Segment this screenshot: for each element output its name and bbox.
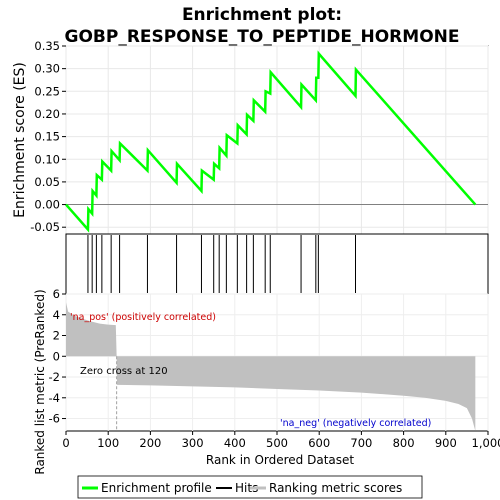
x-tick-label: 0 bbox=[62, 436, 69, 450]
x-tick-label: 300 bbox=[182, 436, 204, 450]
es-y-axis: -0.05 0.00 0.05 0.10 0.15 0.20 0.25 0.30 0.35 bbox=[30, 39, 66, 234]
x-tick-label: 800 bbox=[393, 436, 415, 450]
metric-y-axis: -6 -4 -2 0 2 4 6 bbox=[49, 287, 66, 426]
x-tick-label: 200 bbox=[139, 436, 161, 450]
x-tick-label: 600 bbox=[308, 436, 330, 450]
x-tick-label: 400 bbox=[224, 436, 246, 450]
x-axis: 0 100 200 300 400 500 600 700 800 900 1,000 bbox=[62, 431, 500, 450]
es-tick-label: -0.05 bbox=[30, 220, 60, 234]
es-tick-label: 0.35 bbox=[34, 39, 60, 53]
es-tick-label: 0.30 bbox=[34, 62, 60, 76]
es-tick-label: 0.05 bbox=[34, 175, 60, 189]
x-tick-label: 900 bbox=[435, 436, 457, 450]
x-tick-label: 500 bbox=[266, 436, 288, 450]
hits-panel bbox=[65, 233, 489, 295]
metric-tick-label: -4 bbox=[49, 391, 60, 405]
metric-y-axis-label: Ranked list metric (PreRanked) bbox=[33, 289, 47, 474]
legend-label-hits: Hits bbox=[235, 481, 258, 495]
positive-correlation-label: 'na_pos' (positively correlated) bbox=[70, 312, 216, 323]
enrichment-profile-line bbox=[65, 50, 477, 233]
legend: Enrichment profile Hits Ranking metric s… bbox=[77, 475, 423, 499]
zero-cross-label: Zero cross at 120 bbox=[80, 366, 168, 377]
x-tick-label: 100 bbox=[97, 436, 119, 450]
legend-label-enrichment: Enrichment profile bbox=[101, 481, 212, 495]
ranking-metric-area bbox=[66, 302, 476, 431]
es-tick-label: 0.20 bbox=[34, 107, 60, 121]
x-tick-label: 1,000 bbox=[472, 436, 500, 450]
metric-tick-label: 6 bbox=[53, 287, 60, 301]
x-axis-label: Rank in Ordered Dataset bbox=[206, 453, 354, 467]
metric-tick-label: 4 bbox=[53, 308, 60, 322]
metric-tick-label: -2 bbox=[49, 370, 60, 384]
metric-tick-label: -6 bbox=[49, 412, 60, 426]
es-gridlines bbox=[65, 45, 489, 234]
es-tick-label: 0.00 bbox=[34, 198, 60, 212]
title-line-1: Enrichment plot: bbox=[182, 5, 342, 25]
title-line-2: GOBP_RESPONSE_TO_PEPTIDE_HORMONE bbox=[65, 27, 460, 47]
hits-marks bbox=[87, 235, 356, 293]
es-tick-label: 0.25 bbox=[34, 84, 60, 98]
metric-tick-label: 0 bbox=[53, 349, 60, 363]
x-tick-label: 700 bbox=[350, 436, 372, 450]
es-tick-label: 0.10 bbox=[34, 152, 60, 166]
legend-label-metric: Ranking metric scores bbox=[269, 481, 402, 495]
negative-correlation-label: 'na_neg' (negatively correlated) bbox=[280, 418, 431, 429]
metric-tick-label: 2 bbox=[53, 329, 60, 343]
es-tick-label: 0.15 bbox=[34, 130, 60, 144]
es-y-axis-label: Enrichment score (ES) bbox=[12, 62, 28, 218]
